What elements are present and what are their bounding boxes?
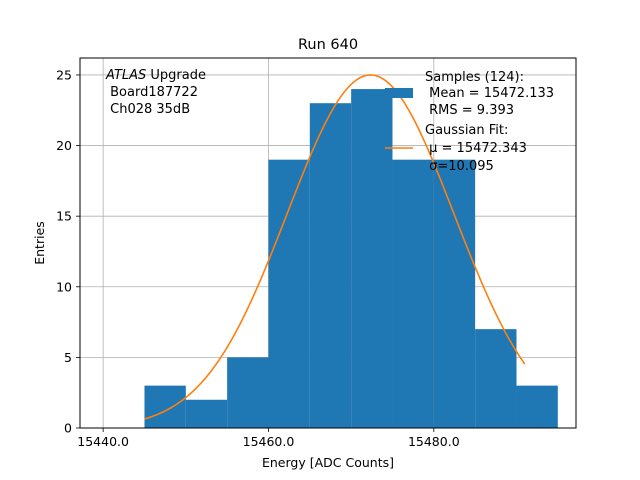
chart-title: Run 640 [298, 37, 358, 53]
y-tick-label: 25 [56, 67, 72, 82]
y-tick-label: 5 [64, 350, 72, 365]
annotation-line-2: Board187722 [106, 85, 198, 100]
y-tick-label: 0 [64, 421, 72, 436]
legend-fit-line-1: Gaussian Fit: [425, 123, 508, 138]
histogram-bar [309, 103, 352, 428]
legend-fit-line-2: μ = 15472.343 [425, 141, 527, 156]
histogram-bars [144, 89, 558, 429]
y-tick-label: 15 [56, 209, 72, 224]
histogram-bar [433, 159, 476, 428]
histogram-bar [516, 385, 558, 428]
y-tick-label: 10 [56, 279, 72, 294]
y-axis-label: Entries [32, 221, 47, 265]
annotation-atlas: ATLAS [105, 68, 146, 83]
legend-samples-swatch [385, 88, 413, 98]
legend: Samples (124): Mean = 15472.133 RMS = 9.… [385, 70, 554, 174]
annotation-line-1: ATLAS Upgrade [105, 68, 206, 83]
x-tick-label: 15460.0 [243, 434, 295, 449]
histogram-bar [475, 329, 517, 428]
histogram-bar [392, 159, 434, 428]
annotation-upgrade: Upgrade [146, 68, 206, 83]
legend-samples-line-2: Mean = 15472.133 [425, 86, 554, 101]
histogram-bar [144, 385, 186, 428]
histogram-bar [351, 89, 393, 429]
plot-frame [79, 57, 577, 429]
y-tick-label: 20 [56, 138, 72, 153]
annotation-line-3: Ch028 35dB [106, 102, 190, 117]
histogram-bar [268, 159, 310, 428]
y-axis-ticks: 0 5 10 15 20 25 [56, 67, 80, 436]
x-tick-label: 15480.0 [408, 434, 460, 449]
x-axis-ticks: 15440.0 15460.0 15480.0 [77, 428, 460, 449]
legend-samples-line-1: Samples (124): [425, 70, 524, 85]
histogram-bar [227, 357, 269, 428]
atlas-annotation: ATLAS Upgrade Board187722 Ch028 35dB [105, 68, 206, 117]
histogram-bar [185, 399, 228, 428]
legend-samples-line-3: RMS = 9.393 [425, 103, 514, 118]
x-tick-label: 15440.0 [77, 434, 129, 449]
gaussian-fit-curve [144, 74, 526, 420]
legend-fit-line-3: σ=10.095 [425, 159, 494, 174]
x-axis-label: Energy [ADC Counts] [262, 455, 394, 470]
